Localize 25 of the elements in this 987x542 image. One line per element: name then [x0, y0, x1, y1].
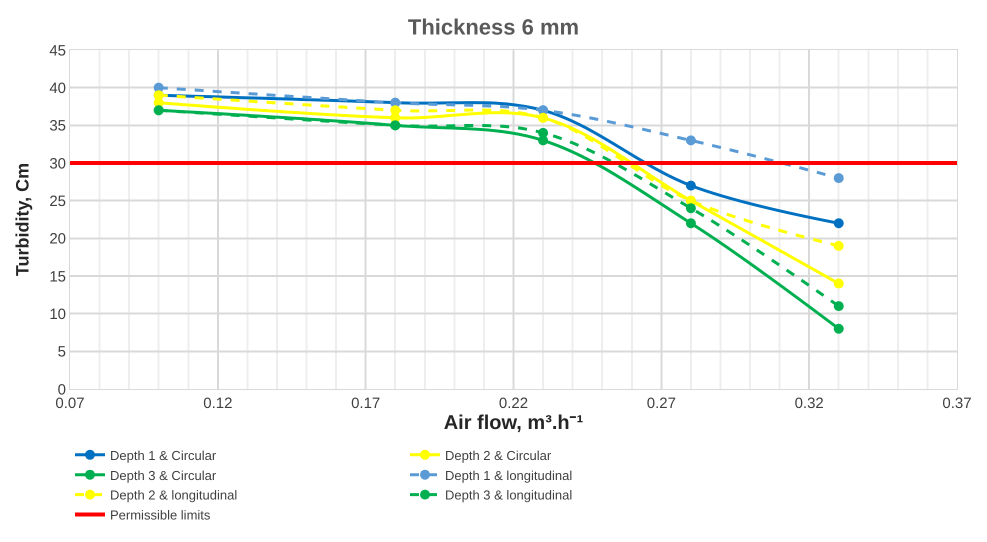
x-tick-label: 0.12	[203, 395, 232, 412]
x-tick-label: 0.37	[942, 395, 972, 412]
legend-label: Depth 2 & Circular	[445, 448, 552, 463]
y-tick-label: 10	[49, 306, 66, 323]
y-tick-label: 35	[49, 118, 66, 135]
y-axis-title: Turbidity, Cm	[12, 162, 33, 276]
y-tick-label: 20	[49, 230, 66, 248]
x-tick-label: 0.22	[498, 395, 528, 412]
y-tick-label: 40	[49, 80, 66, 97]
y-tick-label: 5	[58, 344, 66, 361]
legend-label: Depth 3 & longitudinal	[445, 488, 572, 503]
y-tick-label: 15	[49, 268, 66, 286]
y-tick-label: 45	[49, 42, 66, 60]
legend-label: Permissible limits	[110, 508, 211, 523]
y-tick-label: 30	[49, 155, 66, 172]
y-tick-label: 25	[49, 192, 66, 210]
x-tick-label: 0.17	[351, 395, 380, 412]
legend-label: Depth 1 & longitudinal	[445, 468, 572, 483]
chart-title: Thickness 6 mm	[408, 14, 580, 40]
x-axis-title: Air flow, m³.h⁻¹	[444, 412, 584, 434]
legend-label: Depth 3 & Circular	[110, 468, 217, 483]
x-tick-label: 0.32	[794, 395, 824, 412]
x-tick-label: 0.27	[646, 395, 676, 412]
legend-label: Depth 2 & longitudinal	[110, 488, 238, 503]
legend-label: Depth 1 & Circular	[110, 448, 217, 463]
